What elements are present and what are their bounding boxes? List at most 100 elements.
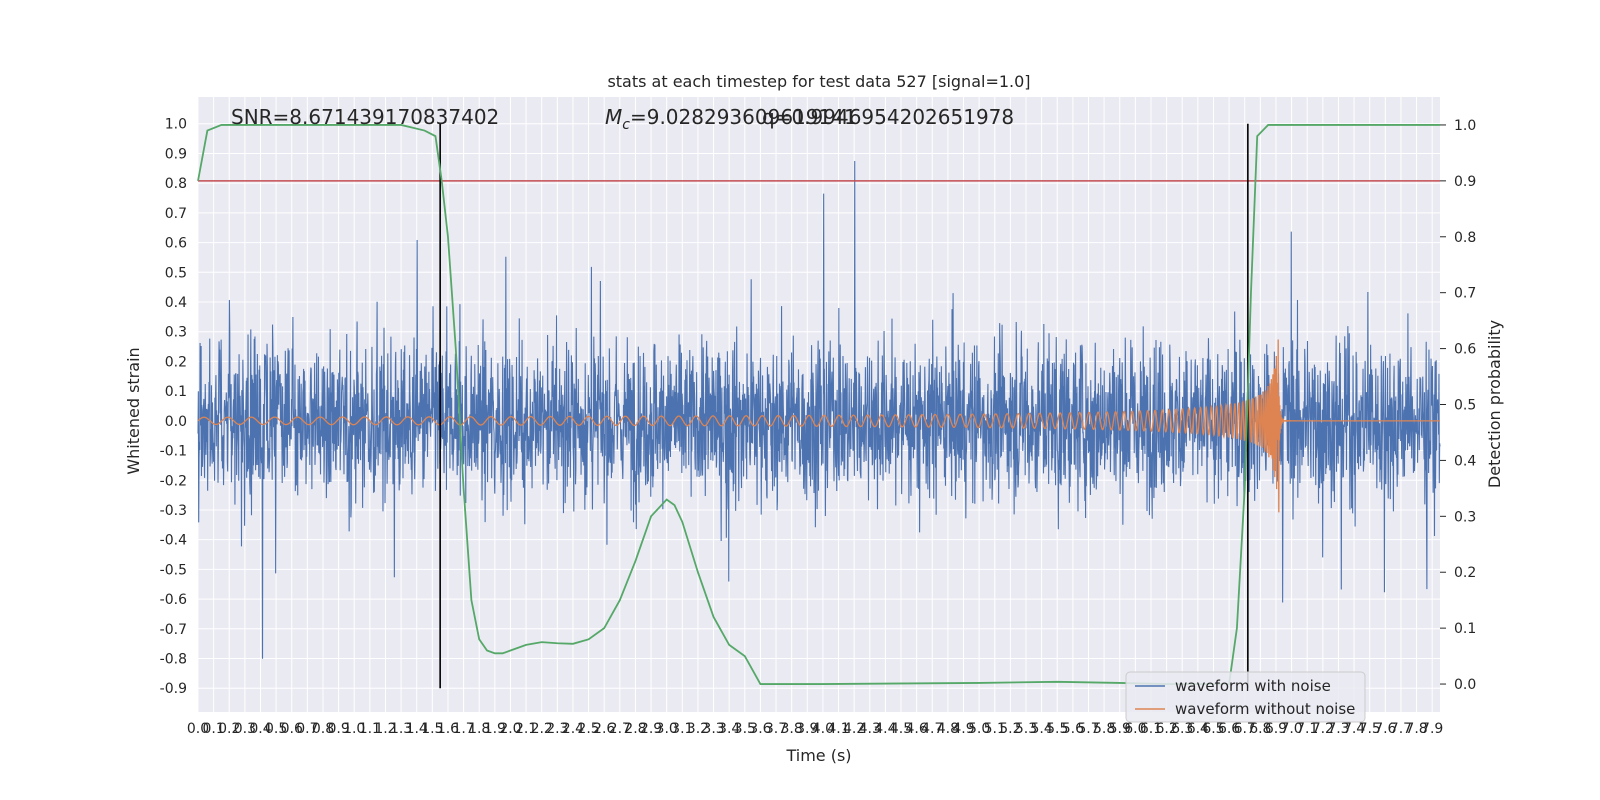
x-tick-label: 2.4 [562,721,584,737]
x-tick-label: 5.2 [999,721,1021,737]
x-axis-label: Time (s) [785,746,851,765]
mc-value: =9.028293609619141 [630,105,857,129]
x-tick-label: 2.1 [515,721,537,737]
legend-label-clean: waveform without noise [1175,700,1355,718]
x-tick-label: 2.8 [624,721,646,737]
y-left-tick-label: 0.8 [165,176,187,192]
y-right-tick-label: 0.7 [1454,286,1476,302]
y-left-tick-label: -0.3 [160,503,187,519]
x-tick-label: 5.3 [1015,721,1037,737]
y-right-tick-label: 0.2 [1454,565,1476,581]
x-ticks: 0.00.10.20.30.40.50.60.70.80.91.01.11.21… [187,721,1443,737]
y-right-tick-label: 0.4 [1454,453,1476,469]
x-tick-label: 0.0 [187,721,209,737]
x-tick-label: 5.0 [968,721,990,737]
x-tick-label: 7.5 [1359,721,1381,737]
x-tick-label: 2.0 [499,721,521,737]
x-tick-label: 1.2 [374,721,396,737]
x-tick-label: 5.5 [1046,721,1068,737]
x-tick-label: 1.4 [406,721,428,737]
clean-waveform-layer [197,339,1440,513]
legend-label-noise: waveform with noise [1175,677,1331,695]
x-tick-label: 4.4 [874,721,896,737]
y-left-tick-label: -0.7 [160,622,187,638]
x-tick-label: 2.3 [546,721,568,737]
y-right-tick-label: 0.0 [1454,677,1476,693]
x-tick-label: 7.2 [1312,721,1334,737]
x-tick-label: 3.1 [671,721,693,737]
x-tick-label: 0.9 [327,721,349,737]
x-tick-label: 3.5 [734,721,756,737]
y-left-tick-label: -0.4 [160,533,187,549]
x-tick-label: 1.9 [484,721,506,737]
legend: waveform with noise waveform without noi… [1125,671,1366,723]
x-tick-label: 6.9 [1265,721,1287,737]
x-tick-label: 7.3 [1327,721,1349,737]
y-right-axis-label: Detection probability [1485,320,1504,488]
x-tick-label: 2.5 [577,721,599,737]
x-tick-label: 0.1 [202,721,224,737]
x-tick-label: 7.4 [1343,721,1365,737]
x-tick-label: 2.9 [640,721,662,737]
x-tick-label: 3.0 [656,721,678,737]
clean-waveform-line [197,339,1440,513]
x-tick-label: 0.2 [218,721,240,737]
x-tick-label: 2.7 [609,721,631,737]
y-left-ticks: 1.0 0.9 0.8 0.7 0.6 0.5 0.4 0.3 0.2 0.1 0.0 -0.1 -0.… [160,117,187,697]
x-tick-label: 2.6 [593,721,615,737]
x-tick-label: 7.0 [1280,721,1302,737]
y-left-tick-label: 0.9 [165,146,187,162]
x-tick-label: 0.6 [281,721,303,737]
x-tick-label: 4.8 [937,721,959,737]
x-tick-label: 5.1 [984,721,1006,737]
x-tick-label: 3.3 [702,721,724,737]
y-left-tick-label: 0.1 [165,384,187,400]
x-tick-label: 5.9 [1109,721,1131,737]
y-left-tick-label: -0.9 [160,681,187,697]
x-tick-label: 1.3 [390,721,412,737]
x-tick-label: 6.3 [1171,721,1193,737]
y-left-tick-label: -0.5 [160,562,187,578]
y-right-tick-label: 0.3 [1454,509,1476,525]
x-tick-label: 0.8 [312,721,334,737]
x-tick-label: 3.8 [781,721,803,737]
x-tick-label: 5.4 [1030,721,1052,737]
x-tick-label: 5.6 [1062,721,1084,737]
y-left-tick-label: 0.6 [165,236,187,252]
y-left-tick-label: 0.5 [165,265,187,281]
x-tick-label: 0.3 [234,721,256,737]
x-tick-label: 1.8 [468,721,490,737]
y-right-tick-label: 0.6 [1454,342,1476,358]
x-tick-label: 6.8 [1249,721,1271,737]
x-tick-label: 7.7 [1390,721,1412,737]
y-right-tick-label: 0.5 [1454,398,1476,414]
q-annotation: q=0.9946954202651978 [762,105,1014,129]
x-tick-label: 1.1 [359,721,381,737]
x-tick-label: 3.9 [796,721,818,737]
x-tick-label: 4.9 [952,721,974,737]
x-tick-label: 6.7 [1234,721,1256,737]
x-tick-label: 3.4 [718,721,740,737]
y-left-tick-label: 0.4 [165,295,187,311]
noise-waveform-line [197,161,1441,659]
chart-title: stats at each timestep for test data 527… [607,72,1030,91]
y-left-axis-label: Whitened strain [124,347,143,474]
x-tick-label: 2.2 [531,721,553,737]
x-tick-label: 5.8 [1093,721,1115,737]
y-left-tick-label: 0.7 [165,206,187,222]
x-tick-label: 6.5 [1202,721,1224,737]
x-tick-label: 7.1 [1296,721,1318,737]
x-tick-label: 3.2 [687,721,709,737]
snr-annotation: SNR=8.671439170837402 [231,105,499,129]
x-tick-label: 6.4 [1187,721,1209,737]
x-tick-label: 4.7 [921,721,943,737]
x-tick-label: 1.5 [421,721,443,737]
x-tick-label: 6.6 [1218,721,1240,737]
mc-annotation: Mc=9.028293609619141 [605,105,857,133]
x-tick-label: 6.2 [1155,721,1177,737]
y-left-tick-label: -0.1 [160,444,187,460]
y-left-tick-label: 0.2 [165,354,187,370]
x-tick-label: 4.6 [906,721,928,737]
